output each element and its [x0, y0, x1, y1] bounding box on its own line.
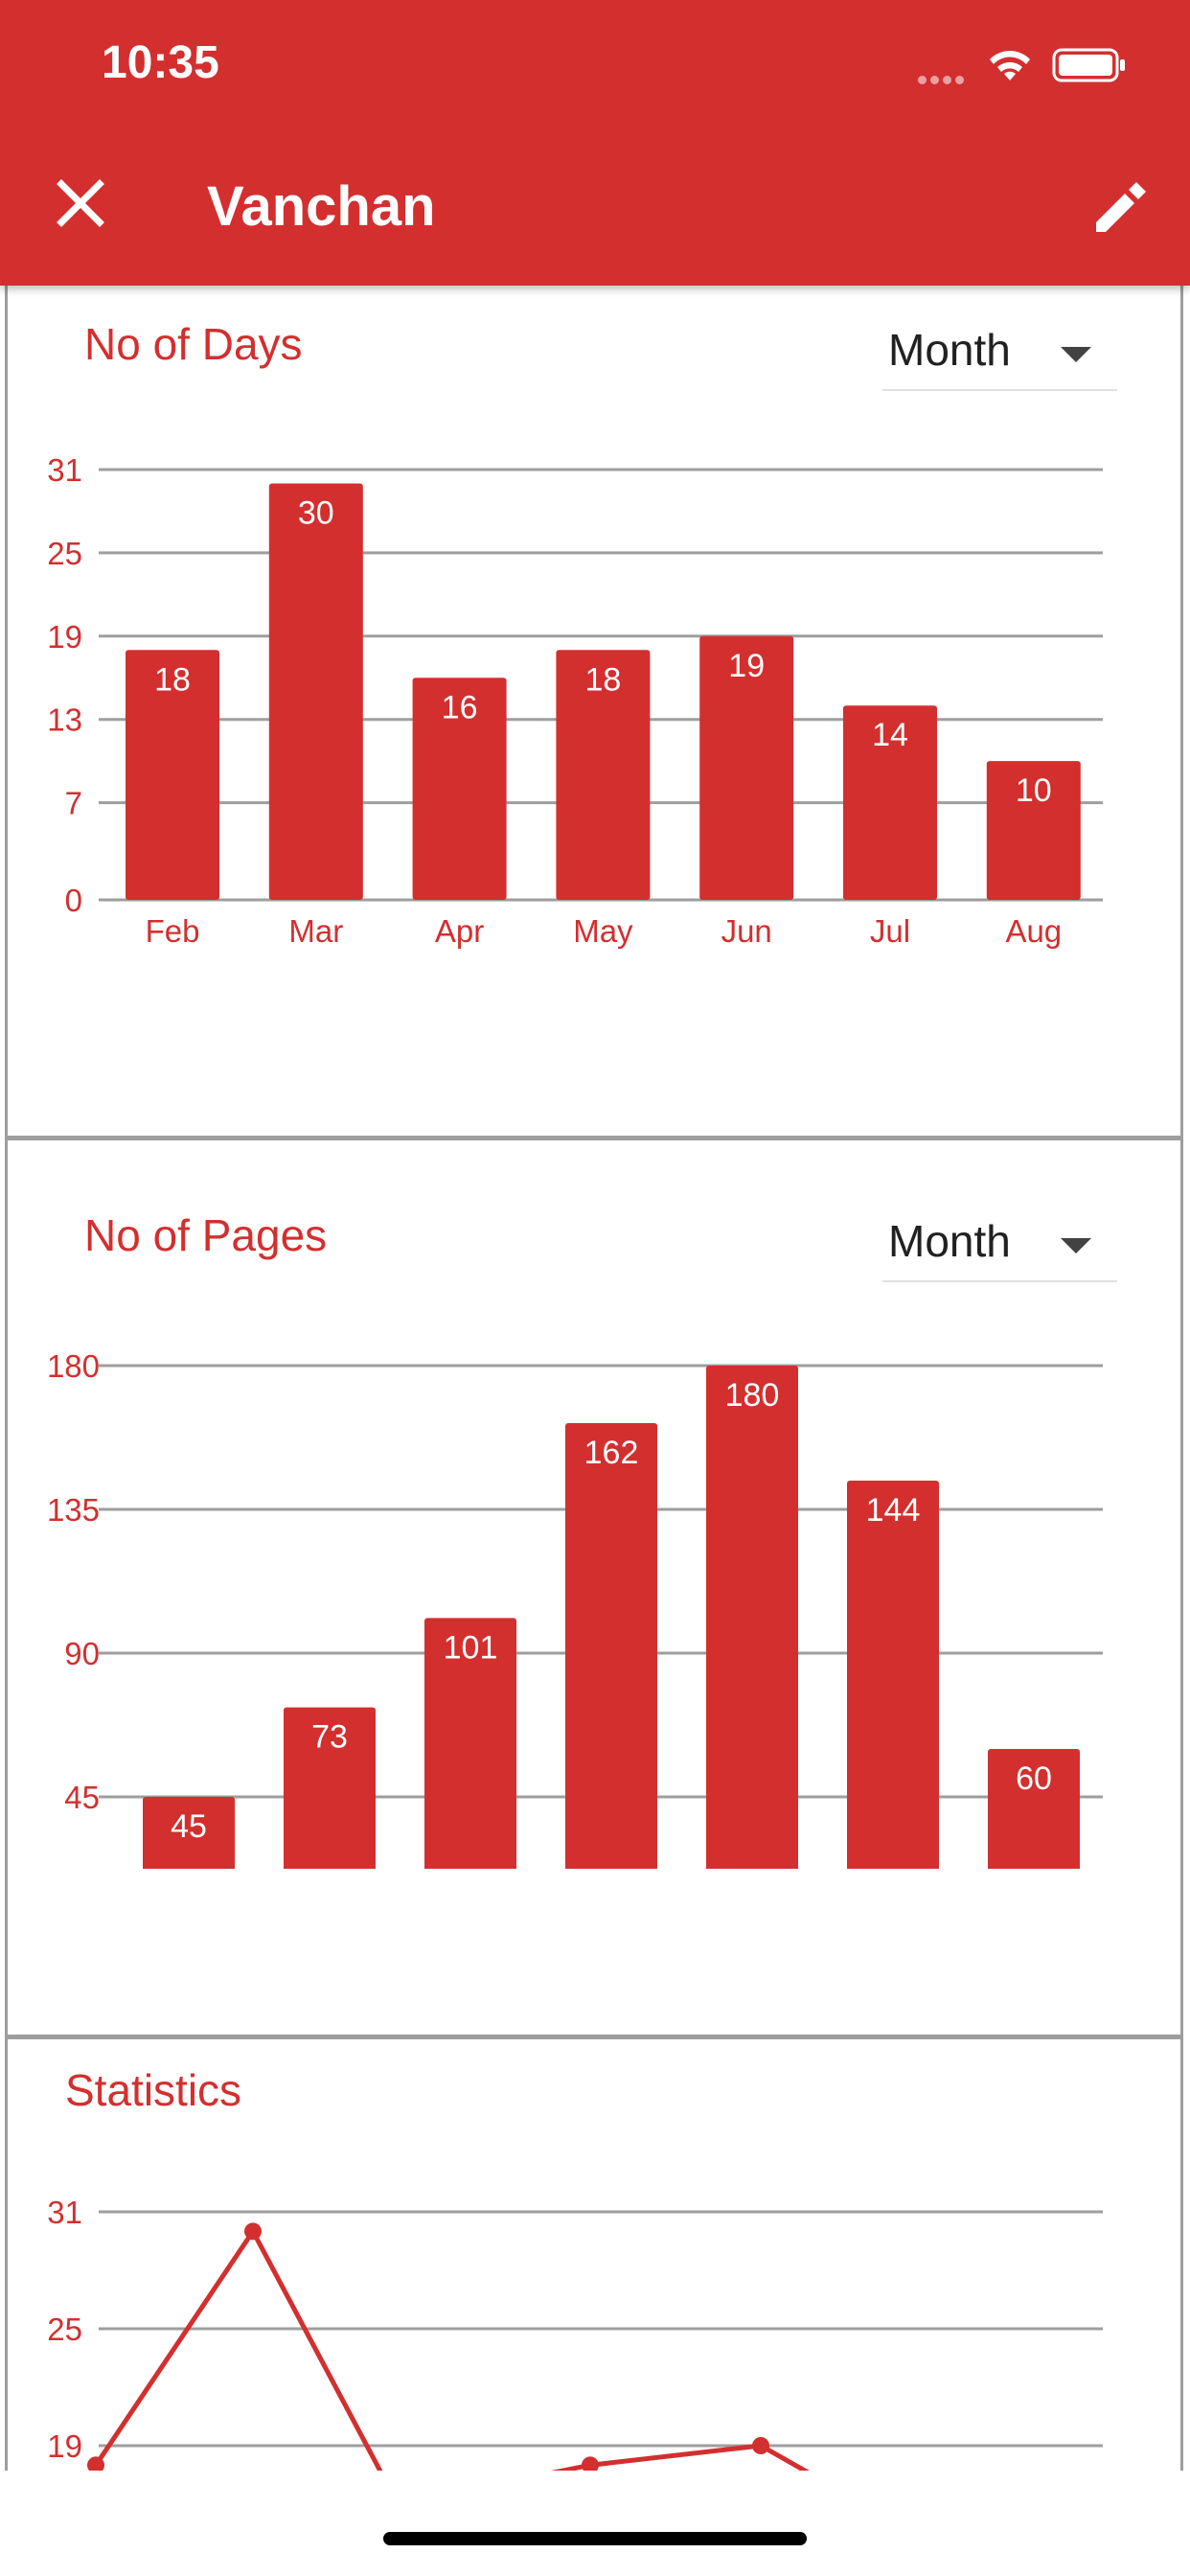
pages-y-tick-label: 180 — [47, 1348, 100, 1384]
days-y-tick-label: 31 — [47, 452, 82, 488]
statistics-card-title: Statistics — [65, 2065, 242, 2115]
days-bar-value-label: 10 — [1016, 772, 1052, 809]
pages-bar-value-label: 60 — [1016, 1760, 1052, 1797]
pages-bar[interactable] — [847, 1481, 939, 1869]
pages-bar-value-label: 180 — [725, 1377, 780, 1414]
pages-bar-chart: 0459013518045Feb73Mar101Apr162May180Jun1… — [47, 1348, 1103, 1869]
days-bar-chart: 0 7 13 19 25 31 18 Feb 30 Mar 16 Apr 18 May 19 Jun 14 Jul… — [47, 452, 1103, 949]
stats-series-line — [93, 2226, 383, 2471]
days-period-dropdown[interactable]: Month — [882, 318, 1117, 391]
days-y-tick-label: 13 — [47, 702, 82, 738]
days-bar[interactable] — [268, 483, 363, 900]
pages-bar[interactable] — [143, 1797, 235, 1869]
stats-point[interactable] — [244, 2222, 262, 2241]
days-bar-value-label: 30 — [298, 494, 334, 531]
battery-icon — [1052, 48, 1125, 82]
caret-down-icon — [1061, 1238, 1091, 1254]
days-x-tick-label: Apr — [435, 913, 484, 949]
days-bar[interactable] — [412, 678, 507, 900]
pages-bar-value-label: 45 — [171, 1808, 207, 1845]
pages-y-tick-label: 135 — [47, 1492, 100, 1528]
caret-down-icon — [1061, 347, 1091, 362]
close-icon — [57, 179, 104, 227]
stats-y-tick-label: 31 — [47, 2195, 82, 2230]
days-card: No of Days Month 0 7 13 19 25 31 18 Feb 30 Mar 16 A… — [5, 286, 1183, 1140]
status-time: 10:35 — [102, 37, 219, 88]
days-x-tick-label: Aug — [1005, 913, 1062, 949]
days-bar[interactable] — [126, 650, 219, 900]
days-x-tick-label: Jun — [721, 913, 772, 949]
days-y-tick-label: 7 — [65, 786, 82, 821]
pages-y-tick-label: 90 — [64, 1636, 100, 1671]
pages-bar-value-label: 144 — [866, 1492, 921, 1529]
pages-bar[interactable] — [284, 1707, 376, 1869]
page-title: Vanchan — [207, 175, 436, 238]
days-bar-value-label: 14 — [872, 717, 908, 753]
days-bar[interactable] — [843, 705, 937, 900]
stats-point[interactable] — [752, 2437, 769, 2454]
stats-series-line — [550, 2443, 810, 2471]
days-bar-value-label: 19 — [728, 648, 765, 684]
pages-bar-value-label: 101 — [444, 1629, 498, 1666]
days-x-tick-label: Feb — [146, 913, 200, 949]
days-bar[interactable] — [699, 635, 794, 900]
stats-y-tick-label: 25 — [47, 2312, 82, 2347]
days-y-tick-label: 0 — [65, 883, 82, 918]
days-bar-value-label: 16 — [442, 689, 478, 725]
statistics-card: Statistics 19 25 31 — [5, 2039, 1183, 2471]
edit-button[interactable] — [1090, 176, 1152, 238]
days-bar[interactable] — [986, 761, 1081, 900]
pencil-icon — [1096, 182, 1146, 232]
days-x-tick-label: Jul — [870, 913, 910, 949]
scroll-content[interactable]: No of Days Month 0 7 13 19 25 31 18 Feb 30 Mar 16 A… — [0, 286, 1190, 2471]
pages-bar[interactable] — [424, 1618, 516, 1869]
statistics-line-chart: 19 25 31 — [47, 2195, 1103, 2471]
pages-bar-value-label: 162 — [584, 1435, 639, 1471]
days-y-tick-label: 25 — [47, 536, 82, 571]
pages-bar-value-label: 73 — [311, 1719, 348, 1756]
pages-y-tick-label: 45 — [64, 1780, 100, 1815]
pages-card: No of Pages Month 0459013518045Feb73Mar1… — [5, 1140, 1183, 2039]
days-period-value: Month — [888, 325, 1011, 375]
pages-bar[interactable] — [706, 1366, 798, 1869]
pages-bar[interactable] — [988, 1749, 1080, 1869]
days-y-tick-label: 19 — [47, 619, 82, 655]
days-x-tick-label: May — [573, 913, 633, 949]
days-card-title: No of Days — [84, 319, 303, 369]
pages-card-title: No of Pages — [84, 1210, 328, 1260]
pages-period-dropdown[interactable]: Month — [882, 1209, 1117, 1282]
wifi-icon — [990, 51, 1030, 80]
days-bar[interactable] — [556, 650, 651, 900]
days-bar-value-label: 18 — [584, 661, 621, 698]
days-x-tick-label: Mar — [288, 913, 343, 949]
pages-period-value: Month — [888, 1216, 1011, 1266]
close-button[interactable] — [50, 172, 111, 234]
cellular-signal-icon — [918, 72, 968, 89]
days-bar-value-label: 18 — [154, 661, 191, 698]
stats-point[interactable] — [87, 2456, 104, 2471]
pages-bar[interactable] — [565, 1423, 657, 1869]
app-bar: 10:35 Vanchan — [0, 0, 1190, 286]
stats-point[interactable] — [582, 2456, 599, 2471]
stats-y-tick-label: 19 — [47, 2428, 82, 2464]
home-indicator[interactable] — [383, 2532, 807, 2545]
